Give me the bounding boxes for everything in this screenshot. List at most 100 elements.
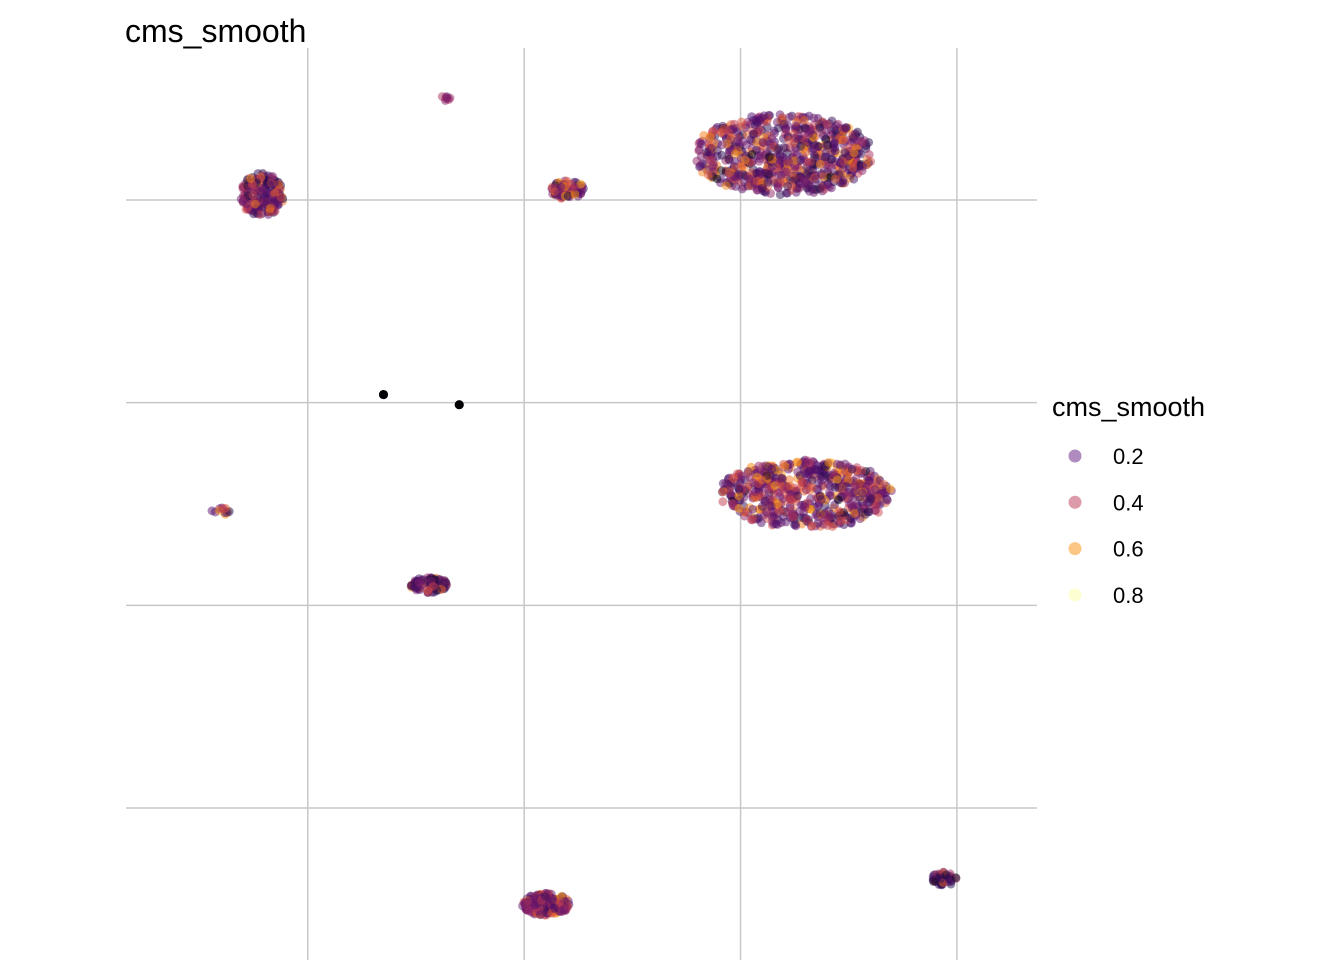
data-point: [764, 110, 774, 120]
data-point: [809, 144, 819, 154]
data-point: [555, 898, 565, 907]
data-point: [772, 499, 782, 509]
data-point: [856, 136, 866, 146]
data-point: [805, 482, 815, 491]
data-point: [812, 484, 822, 494]
data-point: [563, 902, 573, 912]
data-point: [540, 891, 550, 901]
data-point: [850, 481, 860, 491]
data-point: [699, 130, 709, 140]
data-point: [255, 210, 265, 219]
data-point: [548, 896, 558, 906]
data-point: [721, 181, 731, 190]
data-point: [692, 156, 702, 166]
cluster-bottom-middle: [518, 888, 574, 920]
data-point: [850, 509, 859, 518]
data-point: [747, 149, 757, 159]
data-point: [864, 150, 874, 159]
data-point: [530, 900, 540, 910]
data-point: [729, 474, 739, 484]
data-point: [871, 506, 880, 515]
data-point: [857, 466, 867, 475]
data-point: [737, 184, 747, 194]
chart-title: cms_smooth: [125, 13, 306, 49]
data-point: [836, 516, 846, 526]
data-point: [758, 138, 768, 148]
data-point: [825, 488, 834, 497]
data-point: [796, 155, 806, 165]
legend-key: [1068, 542, 1082, 556]
legend-label: 0.6: [1113, 537, 1144, 562]
data-point: [848, 163, 858, 173]
data-point: [250, 199, 260, 209]
data-point: [207, 506, 217, 516]
data-point: [764, 152, 774, 162]
data-point: [834, 495, 843, 505]
data-point: [879, 480, 889, 489]
cluster-bottom-right: [928, 867, 961, 890]
legend: cms_smooth 0.2 0.4 0.6 0.8: [1052, 392, 1205, 608]
data-point: [944, 874, 954, 884]
data-point: [696, 139, 706, 149]
data-point: [712, 174, 722, 184]
data-point: [853, 127, 862, 137]
data-point: [737, 122, 747, 131]
data-point: [802, 170, 812, 179]
data-point: [815, 122, 825, 132]
data-point: [807, 521, 817, 531]
data-point: [523, 898, 532, 908]
data-point: [809, 113, 819, 123]
data-point: [757, 183, 767, 193]
cluster-left-small: [207, 503, 234, 519]
data-point: [706, 143, 716, 153]
data-point: [748, 504, 758, 514]
data-point: [767, 464, 777, 474]
data-point: [746, 135, 755, 145]
legend-key: [1068, 588, 1082, 602]
data-point: [813, 502, 823, 511]
data-point: [724, 169, 734, 179]
data-point: [750, 120, 760, 130]
cluster-center-right: [717, 455, 896, 531]
data-point: [706, 155, 716, 165]
data-point: [846, 499, 856, 509]
data-point: [258, 185, 268, 195]
data-point: [269, 178, 279, 188]
data-point: [796, 141, 806, 151]
data-point: [834, 506, 844, 516]
data-point: [744, 174, 754, 184]
data-point: [802, 515, 812, 525]
data-point: [434, 575, 444, 585]
data-points: [207, 92, 961, 920]
data-point: [801, 457, 811, 467]
data-point: [779, 484, 789, 494]
data-point: [781, 188, 791, 198]
data-point: [717, 150, 727, 160]
data-point: [785, 112, 794, 122]
data-point: [764, 170, 774, 179]
data-point: [821, 148, 831, 158]
data-point: [535, 910, 545, 919]
data-point: [727, 499, 737, 508]
cluster-upper-middle: [547, 176, 588, 203]
data-point: [248, 191, 258, 200]
data-point: [832, 459, 842, 469]
data-point: [746, 515, 756, 525]
data-point: [428, 582, 438, 591]
data-point: [885, 484, 895, 494]
data-point: [818, 131, 828, 141]
data-point: [783, 181, 792, 191]
data-point: [839, 488, 849, 498]
data-point: [780, 123, 790, 133]
data-point: [756, 518, 766, 528]
data-point: [757, 113, 767, 123]
isolated-point: [378, 389, 389, 400]
data-point: [774, 506, 784, 516]
data-point: [830, 146, 840, 156]
data-point: [750, 487, 760, 497]
data-point: [767, 134, 777, 143]
data-point: [718, 497, 728, 507]
data-point: [730, 156, 739, 166]
data-point: [821, 140, 831, 150]
data-point: [791, 521, 801, 531]
